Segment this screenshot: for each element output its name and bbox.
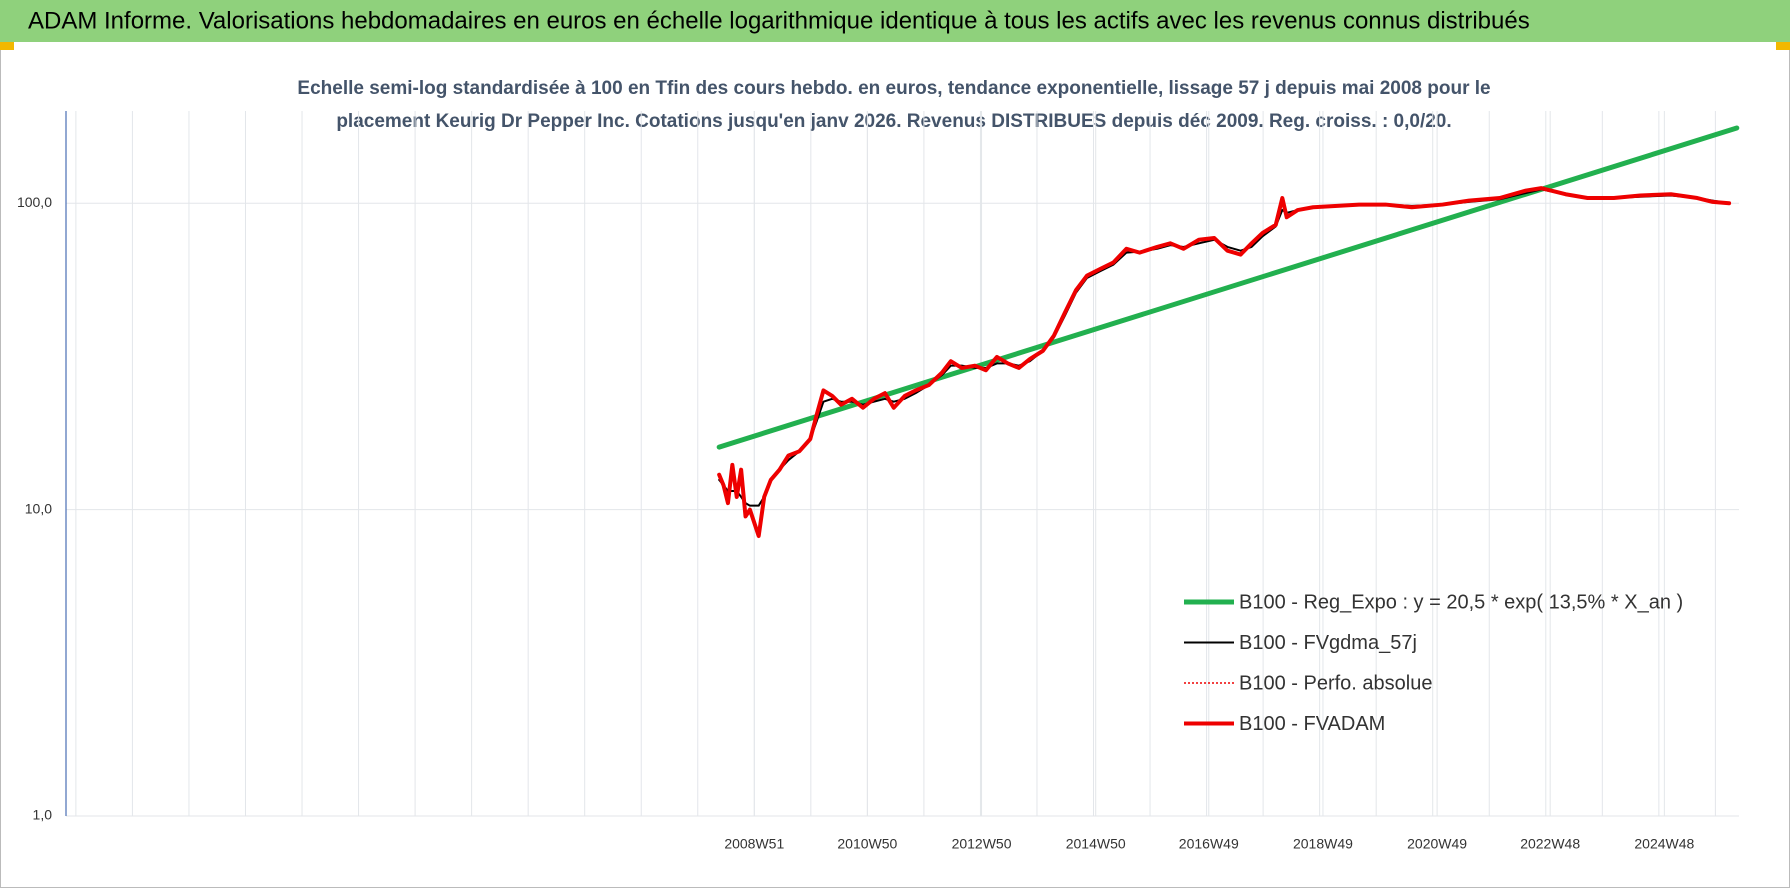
series-line [717,186,1732,539]
legend-label: B100 - Perfo. absolue [1239,672,1432,694]
x-tick-label: 2010W50 [837,836,897,852]
x-tick-label: 2016W49 [1179,836,1239,852]
series-line [716,125,1740,450]
x-tick-label: 2022W48 [1520,836,1580,852]
corner-mark [0,42,14,50]
y-tick-label: 10,0 [25,500,52,516]
x-tick-label: 2008W51 [724,836,784,852]
header-bar [0,0,1790,42]
legend-label: B100 - Reg_Expo : y = 20,5 * exp( 13,5% … [1239,591,1683,613]
legend-label: B100 - FVgdma_57j [1239,632,1417,654]
y-tick-label: 100,0 [17,194,52,210]
legend-label: B100 - FVADAM [1239,713,1385,735]
x-tick-label: 2024W48 [1634,836,1694,852]
x-tick-label: 2018W49 [1293,836,1353,852]
page-title: ADAM Informe. Valorisations hebdomadaire… [28,7,1530,34]
y-tick-label: 1,0 [33,807,53,823]
x-tick-label: 2014W50 [1066,836,1126,852]
x-tick-label: 2020W49 [1407,836,1467,852]
x-tick-label: 2012W50 [952,836,1012,852]
chart-subtitle: Echelle semi-log standardisée à 100 en T… [297,78,1490,99]
corner-mark [1776,42,1790,50]
chart-subtitle: placement Keurig Dr Pepper Inc. Cotation… [336,111,1451,132]
